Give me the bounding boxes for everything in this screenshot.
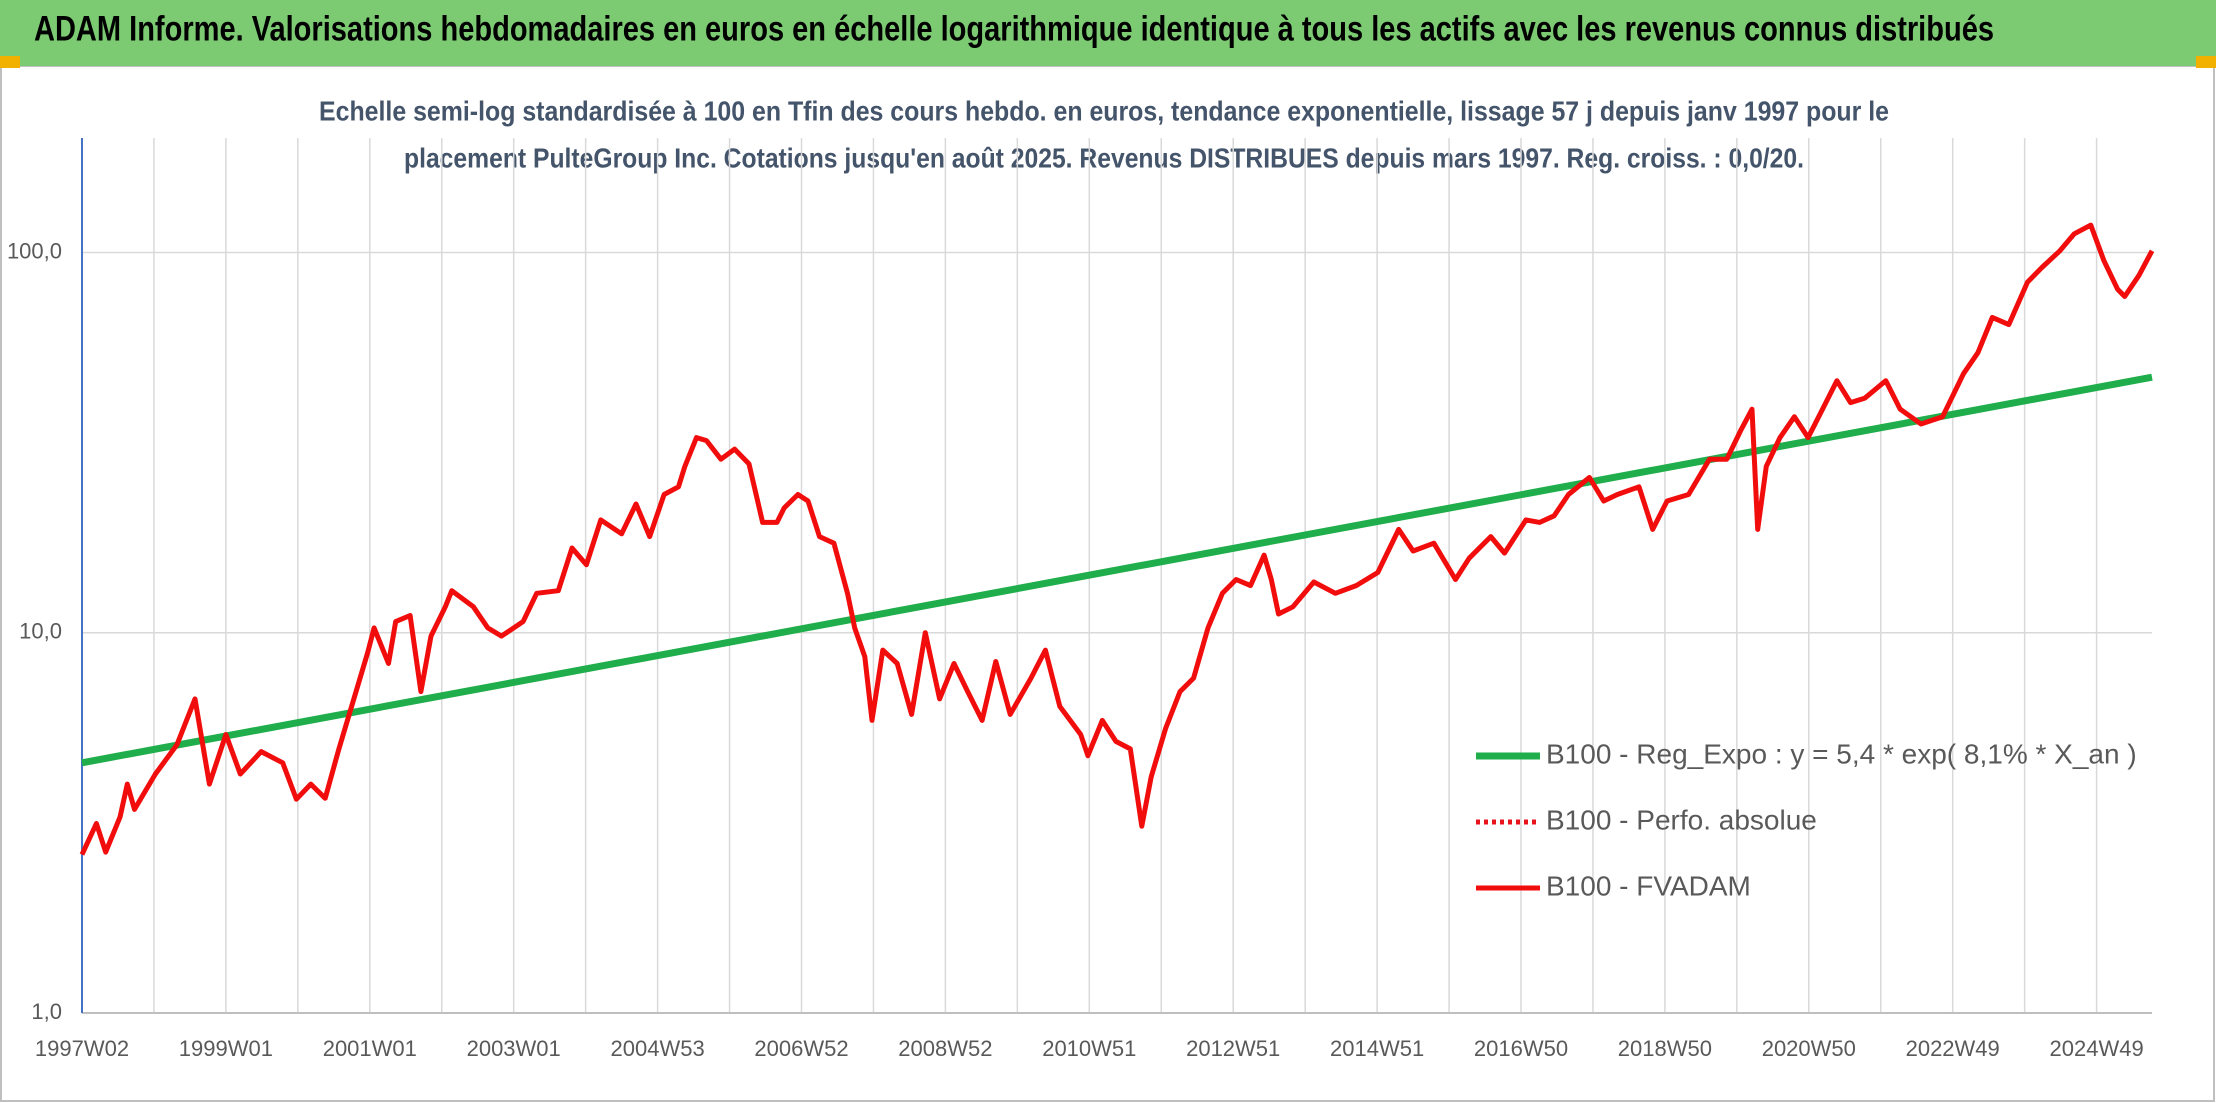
header-bar	[0, 0, 2216, 66]
x-tick-label: 2003W01	[467, 1036, 561, 1061]
legend-label: B100 - FVADAM	[1546, 870, 1751, 901]
x-tick-label: 2020W50	[1762, 1036, 1856, 1061]
plot-area	[79, 222, 2155, 856]
x-tick-label: 2004W53	[611, 1036, 705, 1061]
legend-label: B100 - Perfo. absolue	[1546, 804, 1817, 835]
x-tick-label: 1999W01	[179, 1036, 273, 1061]
x-tick-label: 2018W50	[1618, 1036, 1712, 1061]
x-tick-label: 2001W01	[323, 1036, 417, 1061]
corner-mark	[0, 56, 20, 68]
chart-subtitle: placement PulteGroup Inc. Cotations jusq…	[404, 142, 1804, 173]
series-line	[81, 373, 2153, 767]
grid: 1,0 10,0 100,0 1997W02 1999W01 2001W01 2003W01…	[7, 138, 2152, 1061]
x-tick-label: 2022W49	[1906, 1036, 2000, 1061]
corner-mark	[2196, 56, 2216, 68]
legend: B100 - Reg_Expo : y = 5,4 * exp( 8,1% * …	[1476, 738, 2137, 901]
x-tick-label: 2014W51	[1330, 1036, 1424, 1061]
x-tick-label: 2008W52	[898, 1036, 992, 1061]
chart-subtitle: Echelle semi-log standardisée à 100 en T…	[319, 95, 1889, 126]
series-line	[79, 222, 2155, 856]
x-tick-label: 2006W52	[754, 1036, 848, 1061]
x-tick-label: 2024W49	[2050, 1036, 2144, 1061]
y-tick-label: 10,0	[19, 619, 62, 644]
x-tick-label: 2012W51	[1186, 1036, 1280, 1061]
x-tick-label: 2016W50	[1474, 1036, 1568, 1061]
y-tick-label: 1,0	[31, 999, 62, 1024]
x-tick-label: 2010W51	[1042, 1036, 1136, 1061]
legend-label: B100 - Reg_Expo : y = 5,4 * exp( 8,1% * …	[1546, 738, 2137, 769]
y-tick-label: 100,0	[7, 238, 62, 263]
header-title: ADAM Informe. Valorisations hebdomadaire…	[34, 9, 1994, 48]
x-tick-label: 1997W02	[35, 1036, 129, 1061]
